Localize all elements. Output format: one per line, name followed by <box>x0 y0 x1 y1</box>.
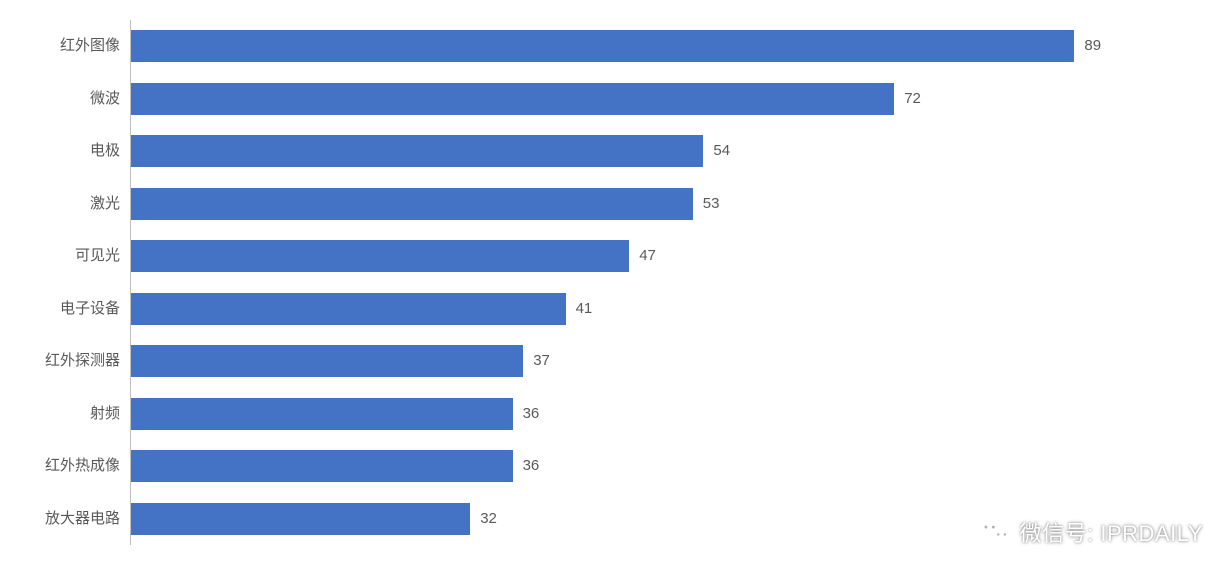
bar <box>131 30 1074 62</box>
bar-row: 红外图像89 <box>130 20 1190 73</box>
bar <box>131 188 693 220</box>
bar <box>131 293 566 325</box>
bar <box>131 398 513 430</box>
bar-row: 可见光47 <box>130 230 1190 283</box>
bar <box>131 450 513 482</box>
category-label: 电极 <box>5 125 120 178</box>
value-label: 41 <box>576 283 593 336</box>
category-label: 射频 <box>5 388 120 441</box>
value-label: 72 <box>904 73 921 126</box>
category-label: 放大器电路 <box>5 493 120 546</box>
category-label: 电子设备 <box>5 283 120 336</box>
bar-row: 电极54 <box>130 125 1190 178</box>
category-label: 红外图像 <box>5 20 120 73</box>
bar <box>131 503 470 535</box>
bar-row: 电子设备41 <box>130 283 1190 336</box>
category-label: 红外热成像 <box>5 440 120 493</box>
bar <box>131 240 629 272</box>
bar-row: 放大器电路32 <box>130 493 1190 546</box>
bar-row: 微波72 <box>130 73 1190 126</box>
category-label: 可见光 <box>5 230 120 283</box>
bar-row: 红外热成像36 <box>130 440 1190 493</box>
value-label: 54 <box>713 125 730 178</box>
value-label: 36 <box>523 388 540 441</box>
value-label: 36 <box>523 440 540 493</box>
value-label: 53 <box>703 178 720 231</box>
value-label: 47 <box>639 230 656 283</box>
value-label: 89 <box>1084 20 1101 73</box>
category-label: 激光 <box>5 178 120 231</box>
bar <box>131 345 523 377</box>
horizontal-bar-chart: 红外图像89微波72电极54激光53可见光47电子设备41红外探测器37射频36… <box>0 0 1223 566</box>
bar-row: 射频36 <box>130 388 1190 441</box>
category-label: 红外探测器 <box>5 335 120 388</box>
bar <box>131 135 703 167</box>
plot-area: 红外图像89微波72电极54激光53可见光47电子设备41红外探测器37射频36… <box>130 20 1190 545</box>
bar-row: 红外探测器37 <box>130 335 1190 388</box>
category-label: 微波 <box>5 73 120 126</box>
bar <box>131 83 894 115</box>
bar-row: 激光53 <box>130 178 1190 231</box>
value-label: 37 <box>533 335 550 388</box>
value-label: 32 <box>480 493 497 546</box>
